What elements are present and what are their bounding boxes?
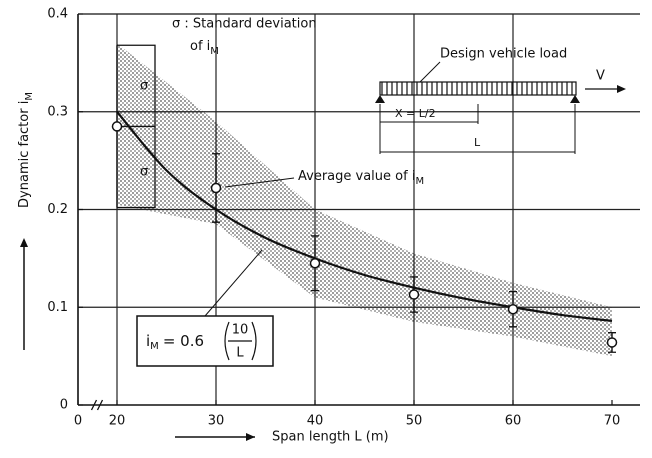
y-tick-label: 0.1 (47, 300, 68, 315)
y-axis-label-group: Dynamic factor iM (17, 92, 36, 208)
formula: iM = 0.6 (146, 332, 204, 353)
error-cap (117, 44, 156, 209)
formula-numerator: 10 (232, 323, 249, 338)
formula-sub: M (150, 341, 159, 352)
y-tick-label: 0.3 (47, 104, 68, 119)
sigma-legend-sub: M (210, 46, 219, 57)
y-axis-label: Dynamic factor iM (17, 92, 36, 208)
velocity-label: V (596, 69, 605, 84)
position-label: X = L/2 (395, 107, 436, 120)
velocity-arrow-head (617, 85, 626, 93)
sigma-legend-of: of iM (190, 39, 219, 58)
y-tick-label: 0 (60, 398, 68, 413)
average-label: Average value of iM (298, 169, 424, 188)
parentheses (224, 321, 257, 361)
sigma-legend: σ : Standard deviation (172, 17, 317, 32)
x-tick-label: 50 (406, 414, 423, 429)
formula-lhs: i (146, 332, 150, 350)
data-point (111, 121, 123, 132)
x-tick-label: 40 (307, 414, 324, 429)
error-cap (410, 276, 418, 313)
x-tick-label: 30 (208, 414, 225, 429)
data-point (507, 303, 519, 315)
supports (375, 95, 580, 103)
sigma-label: σ (140, 165, 148, 180)
y-tick-label: 0.4 (47, 7, 68, 22)
data-point (309, 258, 321, 269)
error-cap (311, 235, 319, 292)
fitted-curve (116, 111, 613, 323)
x-tick-label: 70 (604, 414, 621, 429)
x-axis-label: Span length L (m) (272, 430, 389, 445)
error-cap (212, 153, 220, 223)
sigma-legend-of-text: of i (190, 39, 210, 54)
axis-arrow-head (246, 433, 255, 441)
error-cap (509, 290, 517, 328)
data-point (210, 182, 222, 194)
error-cap (608, 332, 616, 353)
load-label: Design vehicle load (440, 47, 567, 62)
y-axis-label-main: Dynamic factor i (17, 101, 32, 208)
leader-line (224, 177, 295, 188)
axis-break (90, 399, 104, 411)
y-tick-label: 0.2 (47, 202, 68, 217)
span-label: L (474, 136, 481, 149)
deviation-band (117, 43, 612, 357)
formula-eq: = 0.6 (163, 332, 204, 350)
average-label-text: Average value of i (298, 169, 415, 184)
axis-arrow-head (20, 238, 28, 247)
x-tick-label: 20 (109, 414, 126, 429)
y-axis-label-sub: M (24, 92, 35, 101)
x-tick-label: 60 (505, 414, 522, 429)
leader-line (204, 249, 263, 317)
sigma-label: σ (140, 79, 148, 94)
average-label-sub: M (415, 176, 424, 187)
data-point (606, 337, 618, 348)
load-block (379, 81, 577, 96)
leader-line (419, 61, 441, 83)
formula-denominator: L (236, 346, 244, 361)
data-point (408, 289, 420, 300)
x-tick-label: 0 (74, 414, 82, 429)
